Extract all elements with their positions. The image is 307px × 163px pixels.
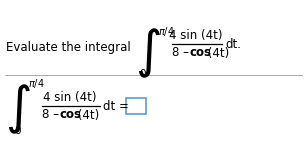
Text: Evaluate the integral: Evaluate the integral bbox=[6, 42, 131, 54]
Text: 4 sin (4t): 4 sin (4t) bbox=[43, 90, 97, 104]
Text: $0$: $0$ bbox=[14, 124, 22, 136]
Text: $\int$: $\int$ bbox=[135, 26, 161, 80]
Text: cos: cos bbox=[189, 46, 211, 59]
Text: 4 sin (4t): 4 sin (4t) bbox=[169, 29, 223, 42]
Text: 8 –: 8 – bbox=[172, 46, 193, 59]
FancyBboxPatch shape bbox=[126, 98, 146, 114]
Text: $0$: $0$ bbox=[139, 67, 147, 79]
Text: cos: cos bbox=[59, 109, 81, 121]
Text: 8 –: 8 – bbox=[42, 109, 63, 121]
Text: $\int$: $\int$ bbox=[5, 82, 31, 136]
Text: $\pi/4$: $\pi/4$ bbox=[158, 24, 175, 37]
Text: dt =: dt = bbox=[103, 99, 129, 112]
Text: (4t): (4t) bbox=[204, 46, 229, 59]
Text: (4t): (4t) bbox=[74, 109, 99, 121]
Text: $\pi/4$: $\pi/4$ bbox=[28, 77, 45, 90]
Text: dt.: dt. bbox=[225, 37, 241, 51]
